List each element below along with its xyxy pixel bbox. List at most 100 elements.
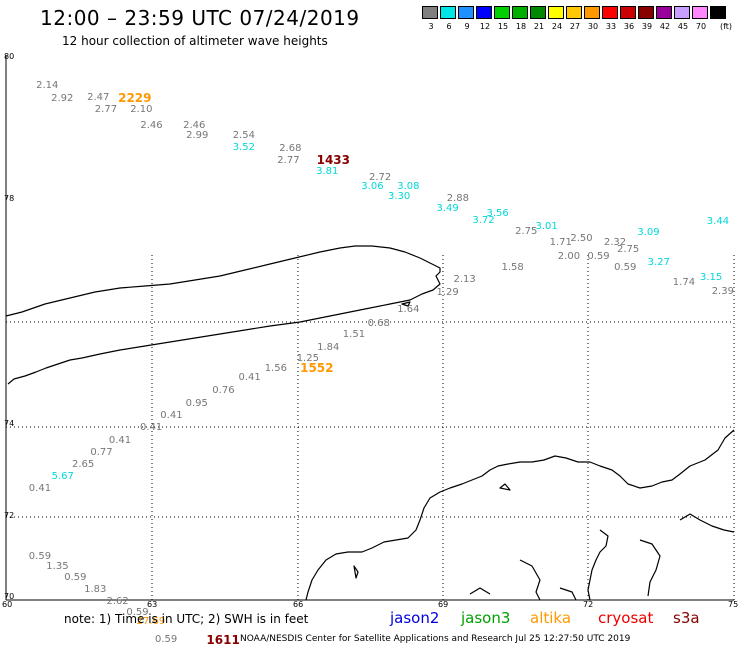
- wave-height-value: 3.81: [316, 166, 339, 178]
- legend-swatch: [692, 6, 708, 19]
- legend-swatch: [548, 6, 564, 19]
- wave-height-value: 0.59: [614, 261, 637, 273]
- wave-height-value: 1.51: [342, 329, 366, 341]
- wave-height-value: 0.76: [212, 385, 235, 397]
- legend-label: 15: [497, 22, 509, 31]
- legend-label: 27: [569, 22, 581, 31]
- legend-swatch: [458, 6, 474, 19]
- wave-height-value: 0.59: [126, 606, 149, 618]
- wave-height-value: 0.41: [160, 409, 183, 421]
- wave-height-value: 2.68: [279, 142, 302, 154]
- wave-height-value: 3.06: [361, 180, 384, 192]
- wave-height-value: 3.56: [486, 208, 509, 220]
- wave-height-value: 1.35: [46, 561, 69, 573]
- legend-swatch: [710, 6, 726, 19]
- legend-swatch: [440, 6, 456, 19]
- wave-height-value: 1433: [316, 153, 350, 168]
- wave-height-value: 1.83: [84, 584, 107, 596]
- lon-label-75: 75: [728, 600, 739, 609]
- wave-height-value: 2.72: [369, 171, 392, 183]
- wave-height-value: 1.71: [549, 237, 572, 248]
- wave-height-value: 3.15: [700, 272, 723, 284]
- legend-swatch: [674, 6, 690, 19]
- satellite-jason3: jason3: [461, 609, 511, 627]
- wave-height-value: 3.72: [472, 214, 495, 226]
- legend-swatch: [620, 6, 636, 19]
- wave-height-value: 0.77: [90, 446, 113, 458]
- wave-height-value: 2.88: [446, 193, 469, 205]
- wave-height-value: 0.95: [185, 397, 208, 409]
- wave-height-value: 0.68: [367, 317, 390, 329]
- wave-height-value: 1552: [300, 361, 334, 376]
- legend-label: 45: [677, 22, 689, 31]
- legend-label: 3: [428, 22, 434, 31]
- wave-height-value: 1.56: [264, 362, 287, 374]
- wave-height-value: 2.99: [186, 129, 209, 141]
- legend-swatch: [512, 6, 528, 19]
- legend-swatch: [566, 6, 582, 19]
- legend-label: 21: [533, 22, 545, 31]
- wave-height-value: 5.67: [51, 471, 74, 483]
- wave-height-value: 2.65: [72, 459, 95, 471]
- wave-height-value: 0.59: [587, 250, 610, 262]
- legend-unit: (ft): [719, 22, 733, 31]
- legend-swatch: [494, 6, 510, 19]
- satellite-s3a: s3a: [673, 609, 700, 627]
- wave-height-value: 1.58: [501, 261, 524, 273]
- lon-label-66: 66: [293, 600, 304, 609]
- footer-credit: NOAA/NESDIS Center for Satellite Applica…: [240, 634, 631, 644]
- wave-height-value: 1611: [206, 632, 240, 647]
- lon-label-72: 72: [583, 600, 594, 609]
- lat-label-74: 74: [4, 419, 15, 428]
- wave-height-value: 1.74: [672, 276, 696, 288]
- lon-label-69: 69: [438, 600, 449, 609]
- legend-swatch: [638, 6, 654, 19]
- wave-height-value: 2.77: [277, 154, 300, 166]
- lat-label-78: 78: [4, 194, 15, 203]
- lat-label-72: 72: [4, 511, 15, 520]
- wave-height-value: 0.41: [108, 434, 132, 446]
- map-title: 12:00 – 23:59 UTC 07/24/2019: [40, 6, 360, 30]
- legend-swatch: [584, 6, 600, 19]
- wave-height-value: 2229: [118, 91, 152, 106]
- wave-height-value: 2.92: [51, 92, 74, 104]
- legend-label: 30: [587, 22, 599, 31]
- satellite-cryosat: cryosat: [598, 609, 654, 627]
- legend-label: 18: [515, 22, 527, 31]
- lat-label-70: 70: [4, 592, 15, 601]
- wave-height-value: 0.41: [28, 482, 52, 494]
- wave-height-value: 0.41: [140, 421, 163, 433]
- wave-height-value: 2.14: [36, 79, 59, 91]
- legend-label: 42: [659, 22, 671, 31]
- wave-height-value: 1.64: [397, 303, 420, 315]
- wave-height-value: 2.54: [232, 130, 255, 142]
- wave-height-value: 0.59: [64, 572, 87, 584]
- map-subtitle: 12 hour collection of altimeter wave hei…: [62, 34, 328, 48]
- wave-height-value: 1.25: [296, 353, 319, 365]
- wave-height-value: 1.29: [436, 286, 459, 298]
- map-border: [5, 55, 734, 601]
- wave-height-value: 2.10: [130, 104, 153, 115]
- legend-swatch: [602, 6, 618, 19]
- wave-height-value: 2.13: [453, 273, 476, 285]
- lon-label-63: 63: [147, 600, 158, 609]
- wave-height-value: 3.01: [535, 220, 558, 232]
- wave-height-value: 2.50: [570, 232, 593, 244]
- wave-height-value: 2.62: [106, 596, 129, 608]
- wave-height-value: 3.27: [647, 257, 670, 269]
- legend-swatch: [422, 6, 438, 19]
- wave-height-value: 0.41: [238, 372, 261, 384]
- wave-height-value: 0.59: [28, 550, 52, 562]
- graticule: [6, 255, 735, 600]
- legend-swatch: [530, 6, 546, 19]
- wave-height-value: 2.46: [140, 119, 163, 131]
- wave-height-value: 3.30: [388, 191, 411, 203]
- wave-height-value: 3.08: [397, 180, 420, 192]
- wave-height-value: 3.49: [436, 203, 459, 215]
- lon-label-60: 60: [2, 600, 13, 609]
- legend-swatch: [656, 6, 672, 19]
- legend-label: 36: [623, 22, 635, 31]
- footer-note: note: 1) Time is in UTC; 2) SWH is in fe…: [64, 612, 309, 626]
